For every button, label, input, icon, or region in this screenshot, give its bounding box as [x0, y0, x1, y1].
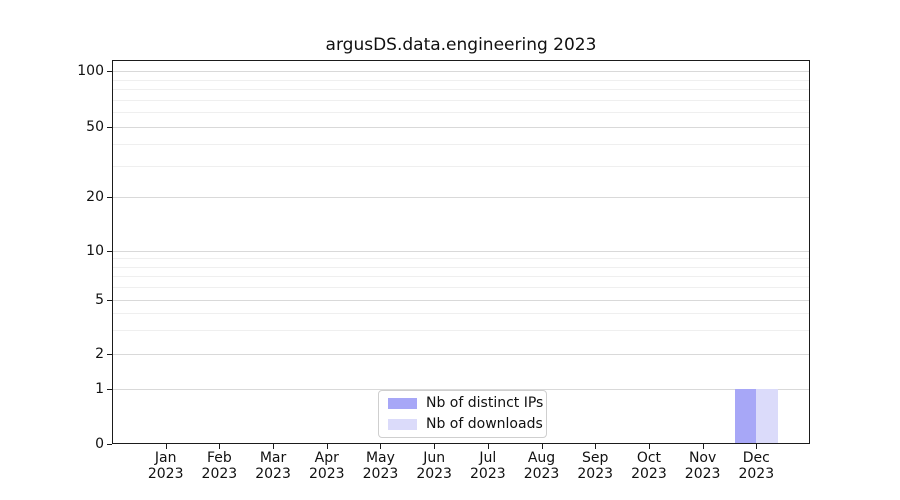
gridline-minor — [113, 266, 809, 268]
x-tick-mark — [595, 444, 597, 449]
x-tick-year: 2023 — [684, 466, 721, 482]
x-tick-mark — [219, 444, 221, 449]
y-tick-label: 5 — [95, 292, 104, 308]
x-tick-month: Jul — [479, 450, 497, 466]
gridline-minor — [113, 79, 809, 81]
gridline-minor — [113, 330, 809, 332]
x-tick-month: Jan — [154, 450, 177, 466]
x-tick-label: Jun 2023 — [402, 450, 466, 482]
legend-swatch-distinct-ips — [388, 398, 417, 409]
x-tick-label: Feb 2023 — [187, 450, 251, 482]
gridline-minor — [113, 99, 809, 101]
x-tick-label: Sep 2023 — [563, 450, 627, 482]
x-tick-mark — [434, 444, 436, 449]
gridline-major — [113, 127, 809, 128]
x-tick-label: Dec 2023 — [724, 450, 788, 482]
legend: Nb of distinct IPs Nb of downloads — [378, 390, 547, 438]
gridline-major — [113, 251, 809, 252]
gridline-minor — [113, 258, 809, 260]
gridline-minor — [113, 144, 809, 146]
y-tick-mark — [107, 71, 112, 72]
y-tick-mark — [107, 389, 112, 390]
x-tick-year: 2023 — [362, 466, 399, 482]
x-tick-month: May — [365, 450, 395, 466]
x-tick-month: Sep — [582, 450, 609, 466]
y-tick-label: 1 — [95, 381, 104, 397]
x-tick-year: 2023 — [308, 466, 345, 482]
x-tick-label: Jan 2023 — [134, 450, 198, 482]
x-tick-month: Jun — [423, 450, 446, 466]
gridline-major — [113, 389, 809, 390]
x-tick-year: 2023 — [201, 466, 238, 482]
bar-downloads — [756, 389, 779, 443]
x-tick-label: May 2023 — [348, 450, 412, 482]
x-tick-mark — [273, 444, 275, 449]
x-tick-mark — [487, 444, 489, 449]
gridline-minor — [113, 166, 809, 168]
x-tick-year: 2023 — [416, 466, 452, 482]
x-tick-year: 2023 — [470, 466, 506, 482]
y-tick-label: 2 — [95, 346, 104, 362]
y-tick-mark — [107, 300, 112, 301]
y-tick-label: 0 — [95, 436, 104, 452]
gridline-minor — [113, 276, 809, 278]
legend-label-downloads: Nb of downloads — [426, 416, 543, 432]
x-tick-month: Dec — [742, 450, 770, 466]
legend-entry-distinct-ips: Nb of distinct IPs — [388, 395, 543, 412]
chart-title: argusDS.data.engineering 2023 — [325, 35, 597, 55]
y-tick-mark — [107, 251, 112, 252]
x-tick-year: 2023 — [147, 466, 184, 482]
x-tick-mark — [702, 444, 704, 449]
x-tick-label: Mar 2023 — [241, 450, 305, 482]
x-tick-mark — [326, 444, 328, 449]
y-tick-mark — [107, 444, 112, 445]
x-tick-month: Aug — [527, 450, 556, 466]
y-tick-mark — [107, 127, 112, 128]
x-tick-year: 2023 — [577, 466, 614, 482]
y-tick-label: 100 — [77, 63, 104, 79]
gridline-major — [113, 354, 809, 355]
x-tick-month: Feb — [206, 450, 232, 466]
gridline-major — [113, 300, 809, 301]
y-tick-mark — [107, 354, 112, 355]
y-tick-label: 20 — [86, 189, 104, 205]
x-tick-month: Mar — [259, 450, 287, 466]
gridline-minor — [113, 112, 809, 114]
x-tick-label: Aug 2023 — [510, 450, 574, 482]
gridline-minor — [113, 89, 809, 91]
x-tick-month: Apr — [314, 450, 339, 466]
x-tick-label: Nov 2023 — [671, 450, 735, 482]
x-tick-label: Jul 2023 — [456, 450, 520, 482]
x-tick-year: 2023 — [523, 466, 560, 482]
x-tick-mark — [648, 444, 650, 449]
gridline-minor — [113, 313, 809, 315]
y-tick-label: 50 — [86, 119, 104, 135]
x-tick-year: 2023 — [631, 466, 667, 482]
x-tick-mark — [541, 444, 543, 449]
x-tick-month: Oct — [636, 450, 662, 466]
x-tick-label: Apr 2023 — [295, 450, 359, 482]
gridline-major — [113, 71, 809, 72]
x-tick-year: 2023 — [255, 466, 291, 482]
y-tick-label: 10 — [86, 243, 104, 259]
legend-entry-downloads: Nb of downloads — [388, 416, 543, 433]
x-tick-mark — [165, 444, 167, 449]
x-tick-year: 2023 — [738, 466, 775, 482]
gridline-minor — [113, 287, 809, 289]
legend-label-distinct-ips: Nb of distinct IPs — [426, 395, 544, 411]
x-tick-label: Oct 2023 — [617, 450, 681, 482]
gridline-major — [113, 197, 809, 198]
bar-distinct-ips — [734, 389, 757, 443]
x-tick-mark — [380, 444, 382, 449]
x-tick-month: Nov — [688, 450, 717, 466]
legend-swatch-downloads — [388, 419, 417, 430]
y-tick-mark — [107, 197, 112, 198]
plot-area — [112, 60, 810, 444]
x-tick-mark — [756, 444, 758, 449]
